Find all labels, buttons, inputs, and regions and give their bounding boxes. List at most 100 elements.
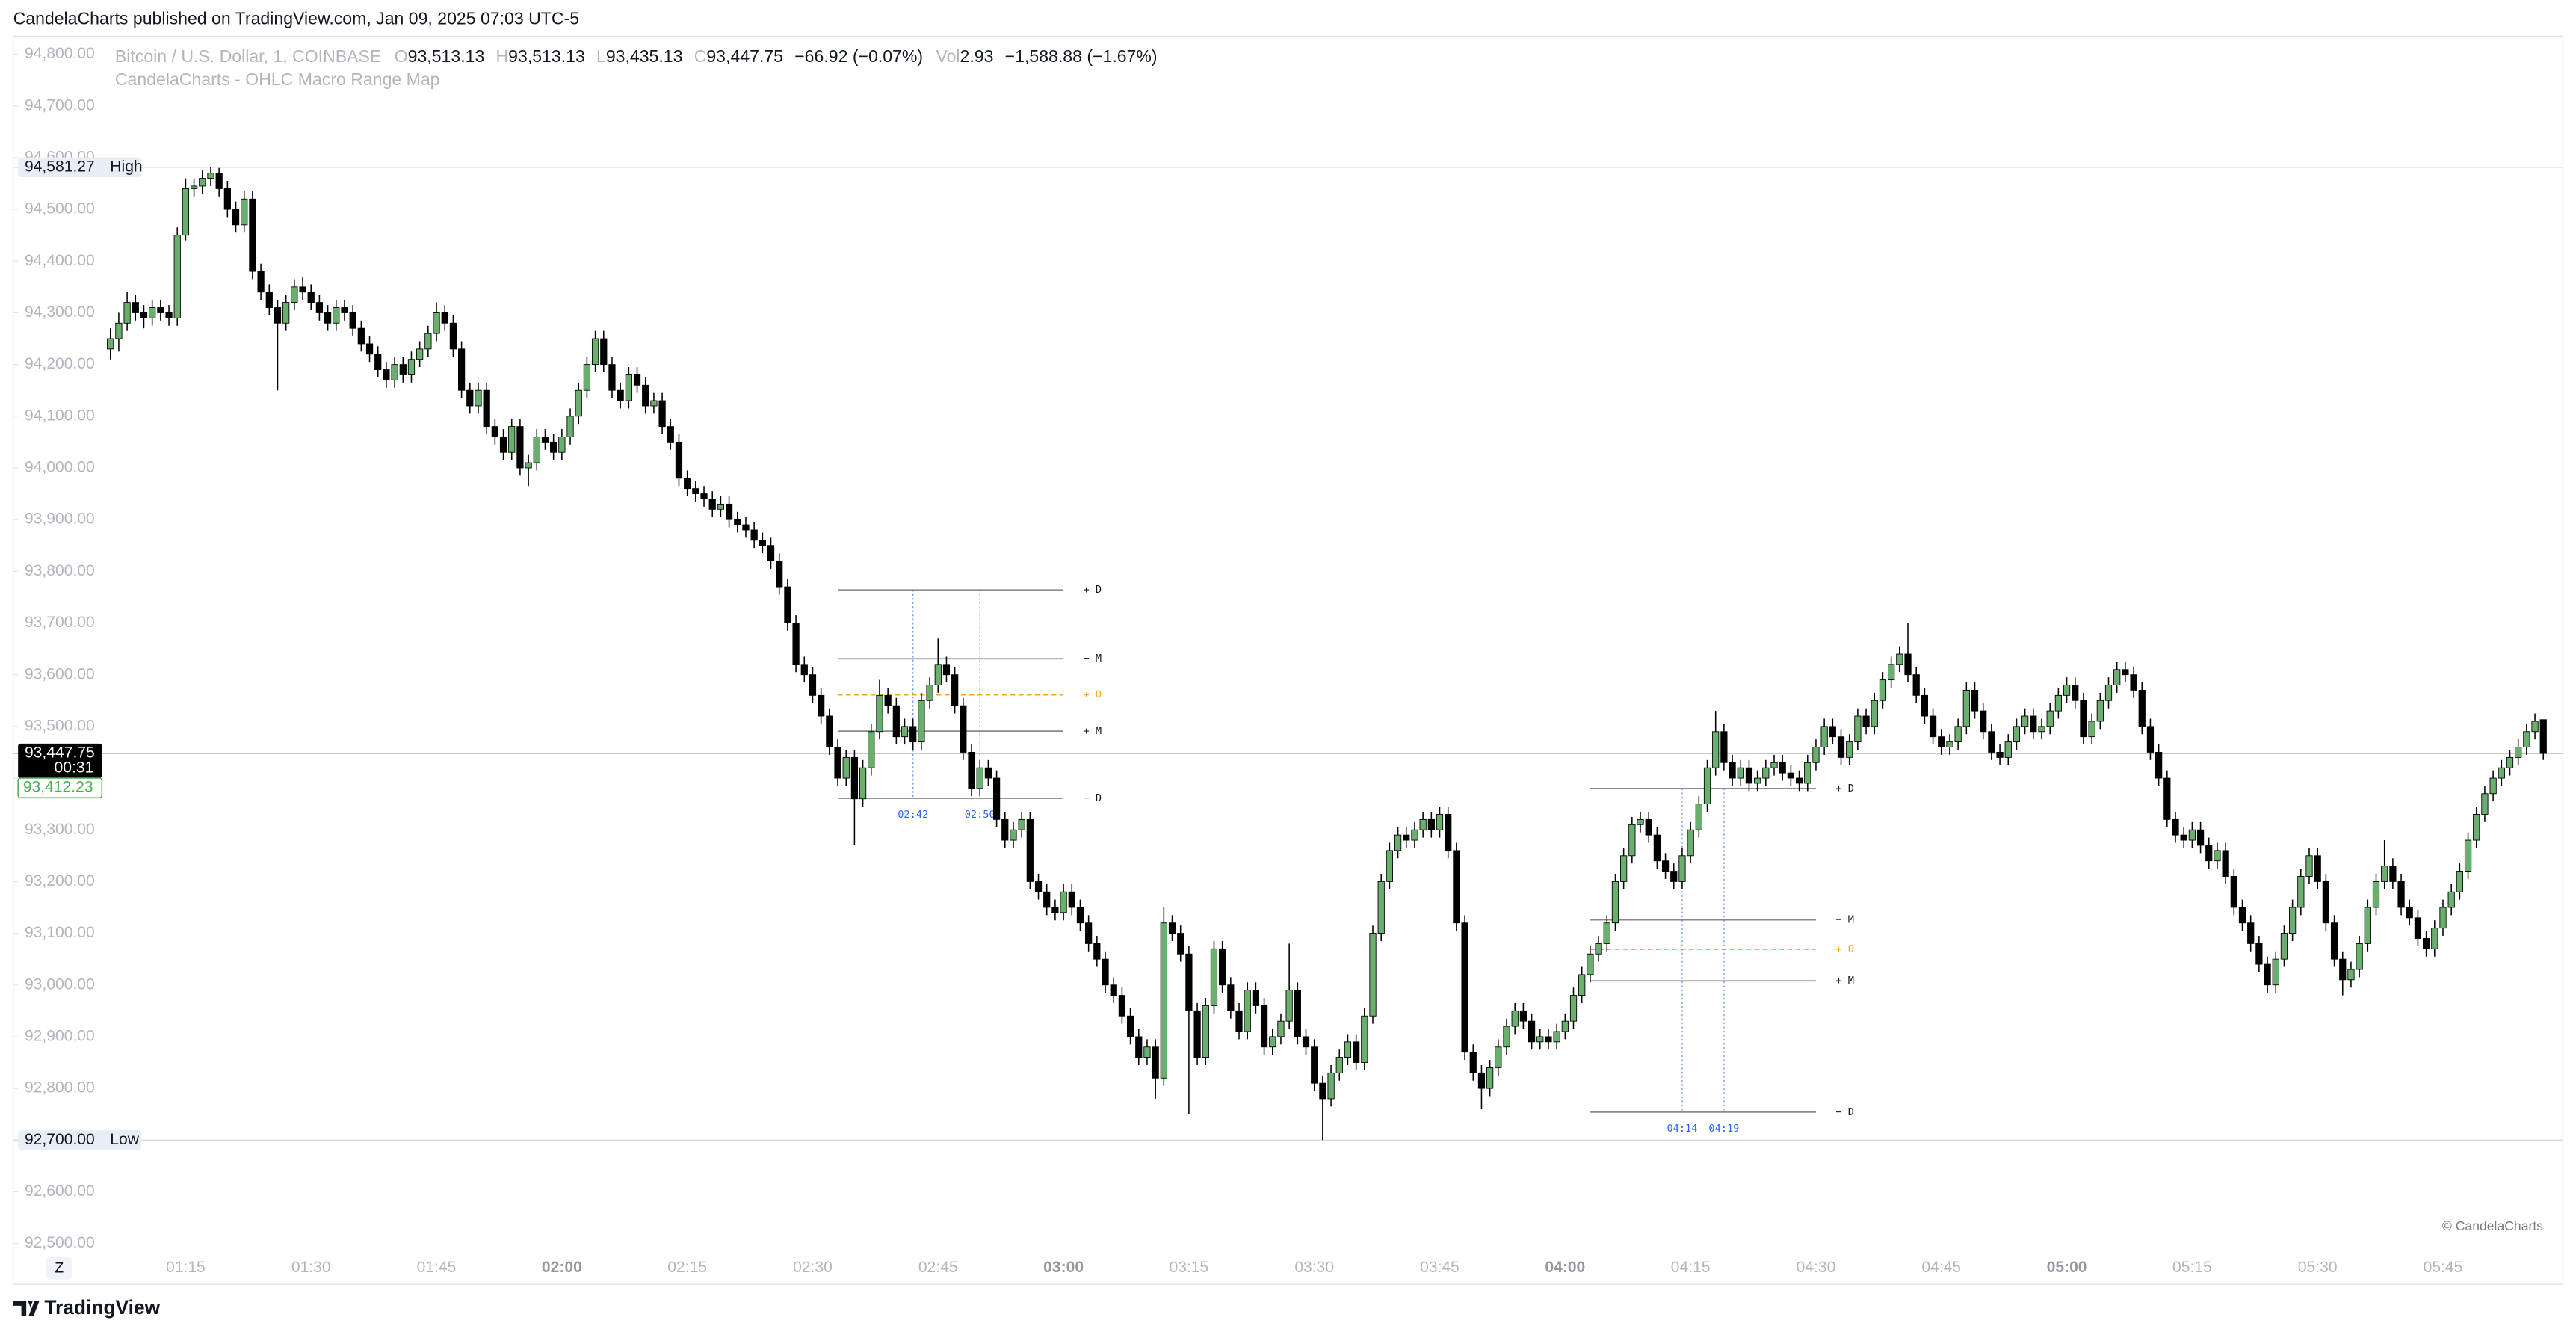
candle-body — [2339, 958, 2347, 981]
candle-body — [1804, 762, 1811, 784]
range-level-label: + D — [1083, 584, 1102, 596]
candle-body — [2054, 694, 2063, 712]
y-tick-label: 92,900.00 — [25, 1028, 95, 1045]
candle-body — [399, 364, 407, 375]
candle-body — [1260, 1005, 1268, 1048]
candle-body — [901, 726, 909, 738]
candle-body — [1436, 814, 1444, 830]
candle-body — [2506, 756, 2514, 768]
candle-body — [1486, 1067, 1494, 1089]
candle-body — [2122, 669, 2129, 676]
candle-body — [2013, 726, 2021, 743]
candle-body — [2113, 669, 2121, 685]
value: 93,435.13 — [606, 46, 683, 66]
candle-body — [742, 524, 750, 531]
candle-body — [282, 302, 290, 324]
candle-body — [2146, 726, 2155, 753]
candle-body — [976, 767, 983, 789]
candle-body — [1085, 922, 1093, 944]
candle-body — [667, 426, 674, 443]
candle-body — [2138, 689, 2146, 727]
candle-body — [483, 389, 490, 428]
candle-body — [2264, 963, 2271, 986]
last-price-box — [18, 743, 102, 778]
symbol: Bitcoin / U.S. Dollar, 1, COINBASE — [115, 46, 381, 66]
candle-body — [223, 188, 231, 210]
candle-body — [241, 198, 248, 226]
candle-body — [1595, 943, 1602, 955]
candle-body — [1561, 1020, 1569, 1032]
candle-body — [1411, 829, 1418, 841]
candle-body — [516, 426, 524, 469]
timezone-button[interactable] — [46, 1256, 72, 1280]
range-time-label: 02:42 — [898, 809, 928, 821]
candle-body — [1076, 907, 1084, 924]
candle-body — [992, 777, 1001, 820]
candle-body — [1277, 1020, 1285, 1037]
candle-body — [1026, 818, 1034, 882]
candle-body — [533, 437, 540, 463]
candle-body — [642, 384, 649, 407]
candle-body — [2464, 839, 2472, 872]
label: O — [395, 46, 408, 66]
candle-body — [1093, 943, 1101, 960]
candle-body — [1553, 1031, 1560, 1043]
range-time-label: 04:19 — [1708, 1123, 1739, 1135]
candle-body — [984, 767, 992, 779]
candle-body — [2473, 814, 2480, 841]
x-tick-label: 03:30 — [1294, 1259, 1334, 1276]
candle-body — [2205, 845, 2213, 862]
candle-body — [1912, 674, 1920, 696]
candle-body — [2330, 922, 2338, 960]
candle-body — [692, 488, 699, 494]
candle-body — [1737, 767, 1744, 779]
range-level-label: + O — [1835, 943, 1854, 955]
candle-body — [1812, 747, 1820, 763]
candle-body — [2389, 866, 2397, 882]
candle-body — [1110, 984, 1117, 996]
x-tick-label: 05:30 — [2298, 1259, 2338, 1276]
change: −66.92 (−0.07%) — [794, 46, 923, 66]
candle-body — [1361, 1015, 1368, 1063]
candle-body — [365, 343, 374, 355]
y-tick-label: 94,700.00 — [25, 96, 95, 114]
candle-body — [2523, 731, 2530, 747]
candle-body — [107, 338, 114, 350]
candle-body — [525, 462, 532, 469]
candle-body — [1519, 1010, 1528, 1022]
candle-body — [1921, 694, 1929, 717]
y-tick-label: 93,900.00 — [25, 511, 95, 528]
candle-body — [960, 705, 967, 753]
label: L — [596, 46, 606, 66]
low-name: Low — [110, 1131, 139, 1148]
candle-body — [1210, 948, 1218, 1006]
candle-body — [608, 364, 616, 391]
x-tick-label: 01:45 — [417, 1259, 457, 1276]
candle-body — [1177, 933, 1184, 955]
x-tick-label: 04:45 — [1921, 1259, 1961, 1276]
low-price: 92,700.00 — [25, 1131, 95, 1148]
label: H — [496, 46, 509, 66]
y-tick-label: 92,500.00 — [25, 1234, 95, 1251]
candle-body — [2104, 685, 2113, 701]
candle-body — [826, 715, 833, 747]
candle-body — [818, 694, 825, 717]
candle-body — [2322, 881, 2329, 924]
value: 93,513.13 — [408, 46, 485, 66]
candle-body — [1185, 953, 1193, 1011]
candle-body — [424, 333, 432, 350]
legend-line: Bitcoin / U.S. Dollar, 1, COINBASE O93,5… — [115, 46, 1158, 66]
x-tick-label: 04:15 — [1671, 1259, 1711, 1276]
candle-body — [407, 359, 416, 375]
candle-body — [1871, 700, 1878, 727]
candle-body — [1862, 715, 1870, 727]
candle-body — [349, 312, 356, 329]
candle-body — [374, 354, 382, 370]
candle-body — [2431, 928, 2438, 949]
candle-body — [1938, 736, 1945, 747]
candle-body — [1745, 767, 1753, 784]
candle-body — [1193, 1010, 1201, 1058]
publisher-line: CandelaCharts published on TradingView.c… — [13, 8, 579, 28]
candle-body — [341, 307, 348, 313]
candle-body — [457, 348, 466, 391]
